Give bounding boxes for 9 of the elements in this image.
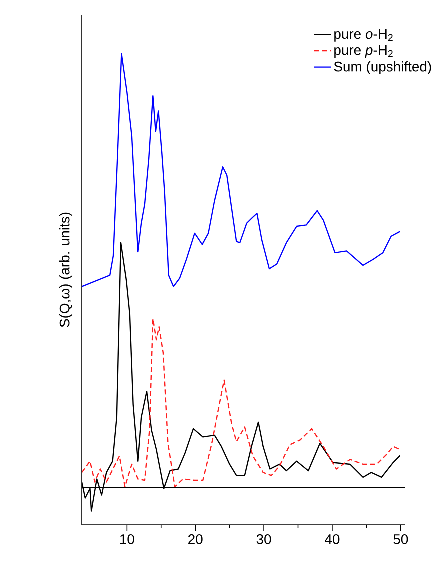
x-tick-label: 50: [394, 534, 408, 544]
y-axis-title: S(Q,ω) (arb. units): [60, 212, 73, 328]
legend-label: Sum (upshifted): [334, 62, 432, 75]
x-tick-label: 40: [325, 534, 340, 544]
legend-label: pure p-H$_{2}$: [334, 45, 393, 58]
x-tick-label: 10: [120, 534, 134, 544]
x-tick-label: 30: [256, 534, 272, 544]
legend-label: pure o-H$_{2}$: [334, 29, 393, 42]
x-tick-label: 20: [188, 534, 203, 544]
